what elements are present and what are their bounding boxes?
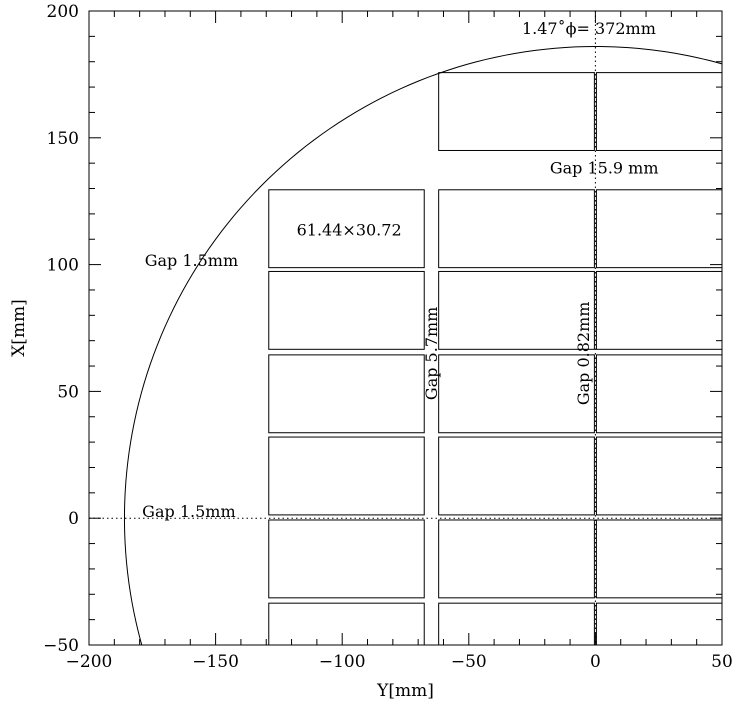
annotation-2: Gap 15.9 mm bbox=[550, 158, 659, 177]
sensor-rect-9 bbox=[438, 270, 595, 350]
x-tick-label: −100 bbox=[319, 652, 366, 672]
x-tick-label: 0 bbox=[590, 652, 601, 672]
y-axis-label: X[mm] bbox=[9, 299, 29, 357]
y-tick-label: 200 bbox=[47, 2, 79, 22]
axis-tick-labels: −200 −150 −100 −50 0 50 −50 0 50 100 150 200 bbox=[43, 2, 733, 672]
sensor-rect-5 bbox=[268, 519, 425, 599]
sensor-rect-7 bbox=[438, 72, 595, 151]
x-axis-label: Y[mm] bbox=[376, 681, 434, 701]
fov-circle bbox=[123, 46, 722, 645]
annotation-5: Gap 1.5mm bbox=[142, 502, 235, 521]
sensor-rect-1 bbox=[268, 189, 425, 269]
sensor-rect-19 bbox=[595, 519, 722, 599]
x-tick-label: 50 bbox=[711, 652, 733, 672]
sensor-rect-3 bbox=[268, 354, 425, 434]
plot-frame bbox=[88, 10, 723, 646]
y-tick-label: 0 bbox=[68, 509, 79, 529]
plot-area bbox=[89, 11, 722, 645]
annotation-1: 1.47˚ϕ= 372mm bbox=[522, 19, 656, 38]
sensor-rect-12 bbox=[438, 519, 595, 599]
x-tick-label: −50 bbox=[451, 652, 487, 672]
annotation-3: 61.44×30.72 bbox=[297, 220, 402, 239]
sensor-rect-20 bbox=[595, 602, 722, 645]
x-tick-label: −150 bbox=[192, 652, 239, 672]
annotations: 1.47˚ϕ= 372mm Gap 15.9 mm 61.44×30.72 Gap 1… bbox=[142, 19, 658, 521]
y-tick-label: 150 bbox=[47, 129, 79, 149]
y-tick-label: 100 bbox=[47, 256, 79, 276]
sensor-rect-13 bbox=[438, 602, 595, 645]
annotation-7: Gap 0.82mm bbox=[574, 302, 593, 406]
sensor-rect-17 bbox=[595, 354, 722, 434]
x-tick-label: −200 bbox=[66, 652, 113, 672]
sensor-rect-16 bbox=[595, 270, 722, 350]
y-tick-label: −50 bbox=[43, 636, 79, 656]
sensor-rect-18 bbox=[595, 436, 722, 516]
sensor-rect-15 bbox=[595, 189, 722, 269]
sensor-rect-10 bbox=[438, 354, 595, 434]
y-tick-label: 50 bbox=[57, 382, 79, 402]
sensor-rect-8 bbox=[438, 189, 595, 269]
axis-ticks bbox=[88, 10, 723, 646]
sensor-rect-6 bbox=[268, 602, 425, 645]
annotation-6: Gap 5.7mm bbox=[422, 307, 441, 400]
sensor-rect-2 bbox=[268, 270, 425, 350]
annotation-4: Gap 1.5mm bbox=[145, 251, 238, 270]
sensor-rect-4 bbox=[268, 436, 425, 516]
sensor-rect-14 bbox=[595, 72, 722, 151]
sensor-rect-11 bbox=[438, 436, 595, 516]
